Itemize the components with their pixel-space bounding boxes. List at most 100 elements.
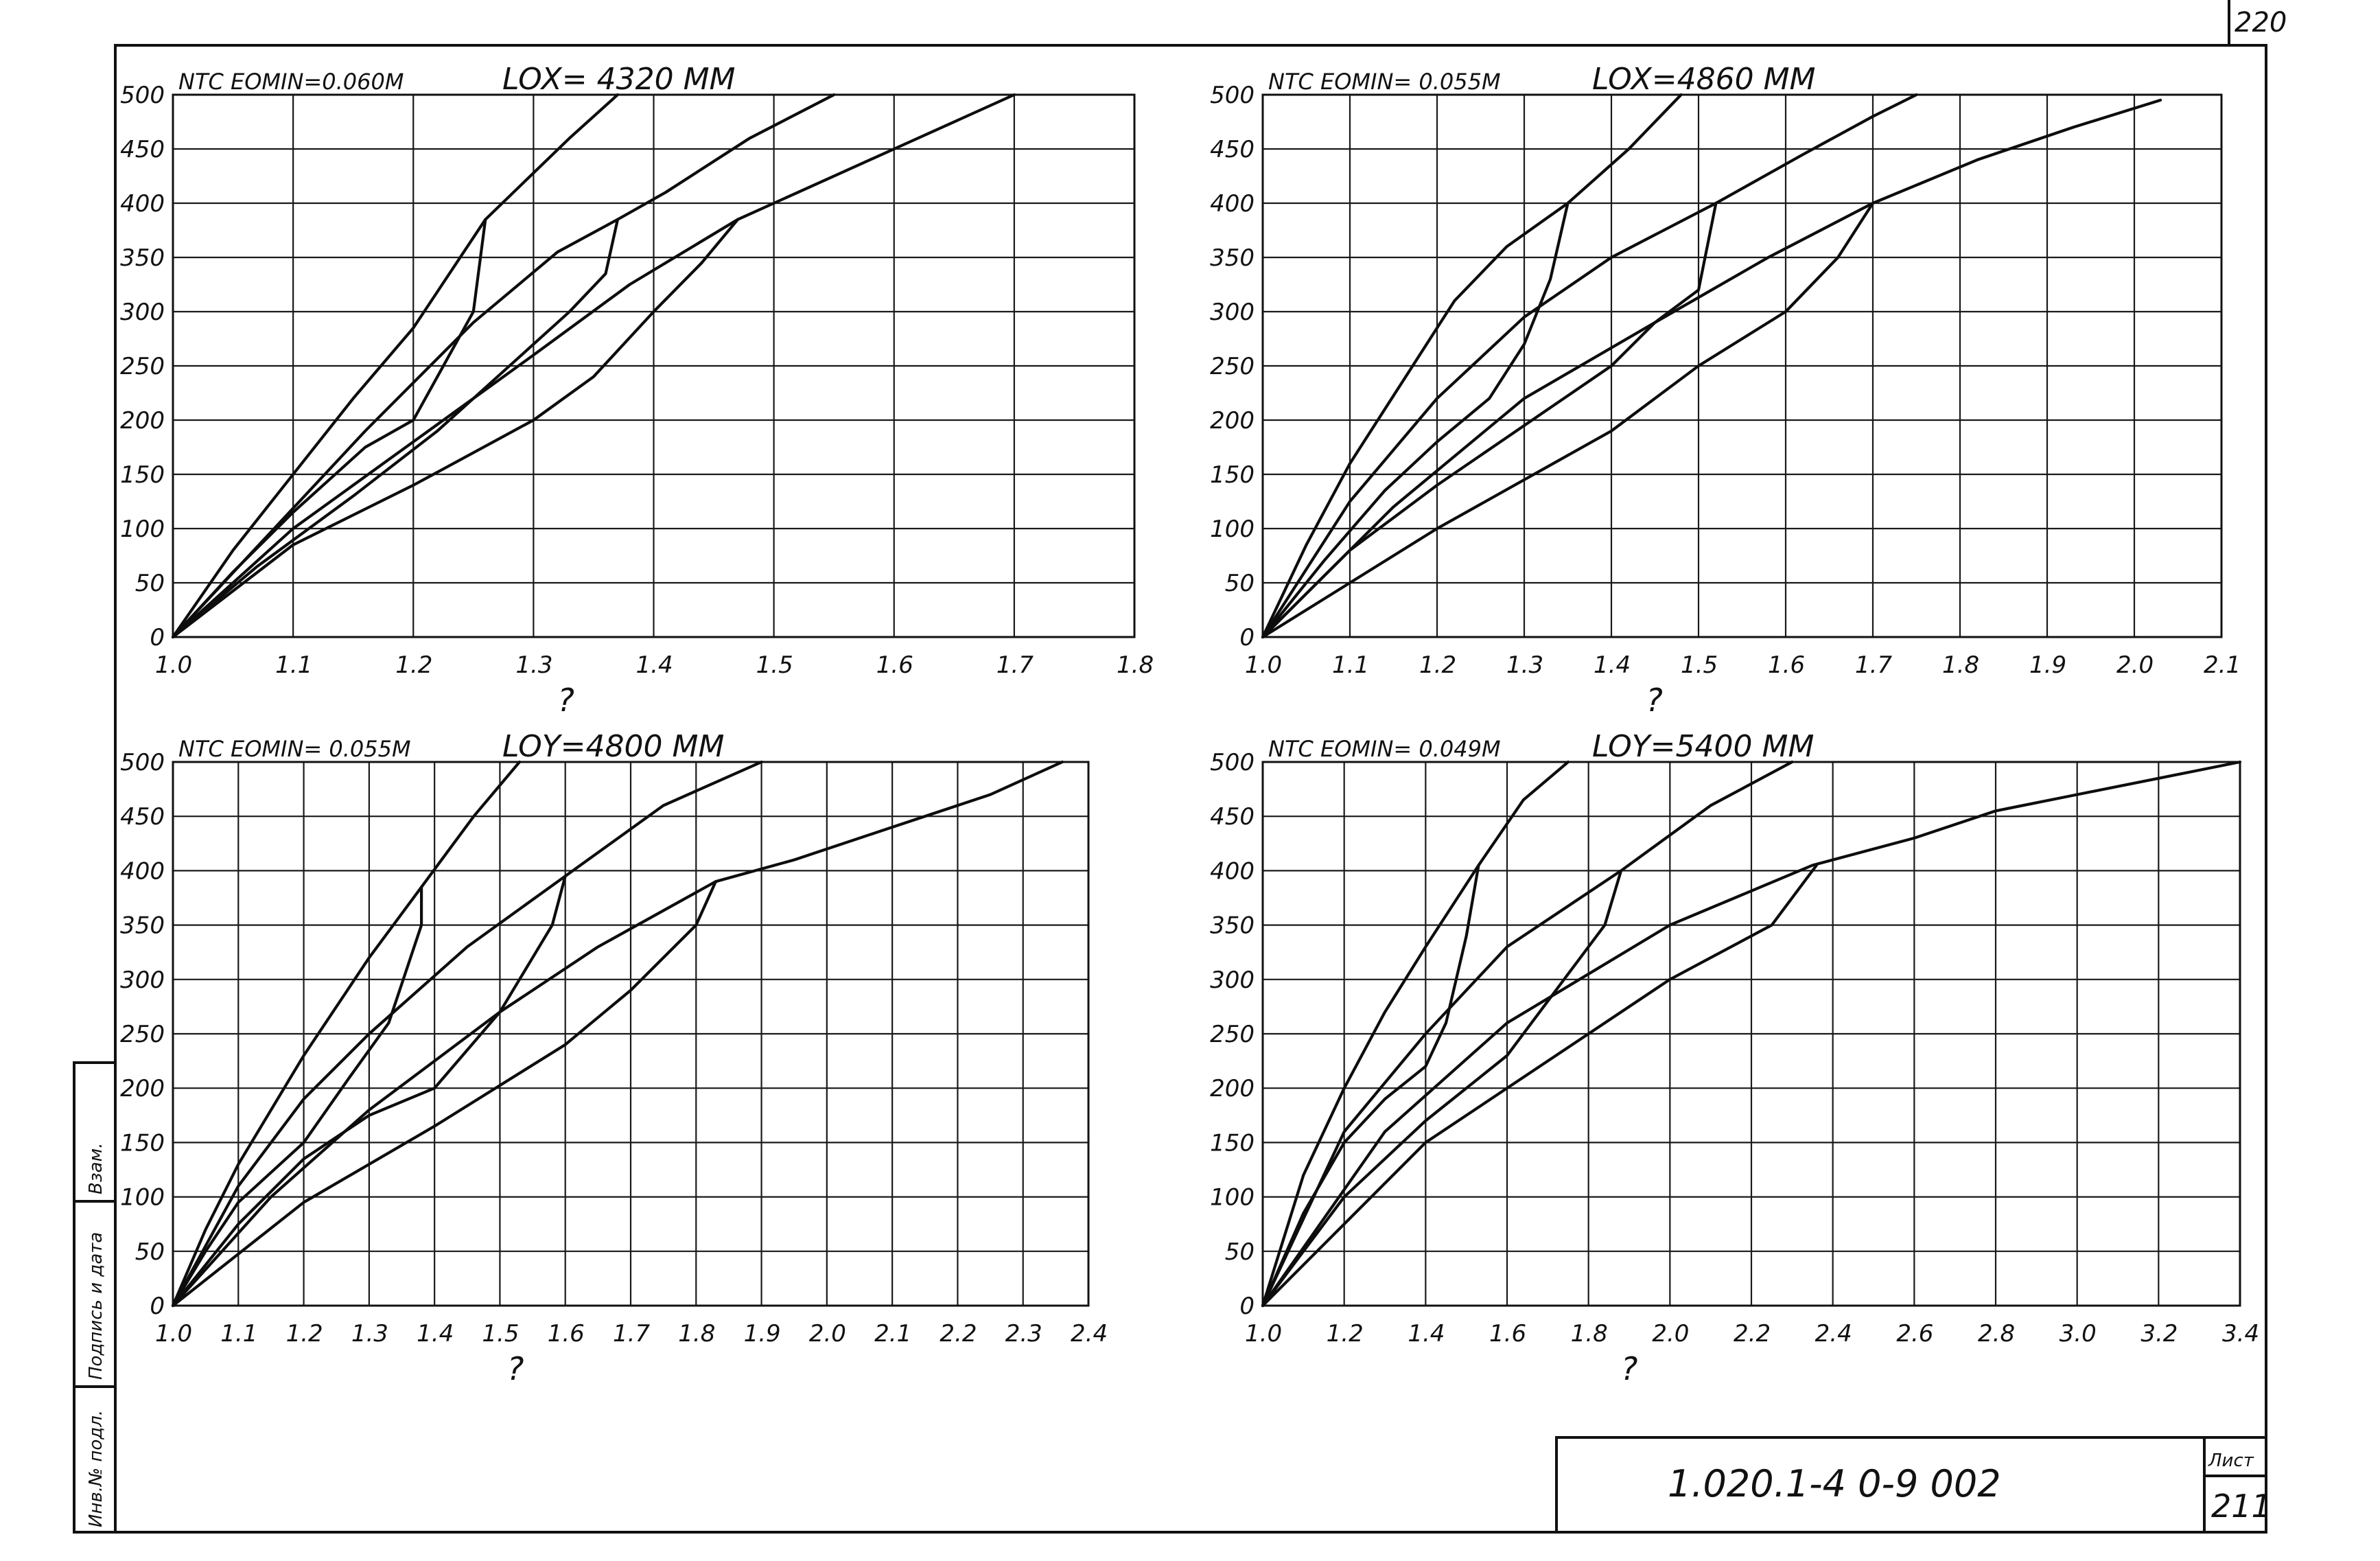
x-tick-label: 1.7 <box>996 651 1034 679</box>
series-line-5 <box>171 93 1016 639</box>
y-tick-label: 500 <box>1210 749 1255 776</box>
x-tick-label: 1.7 <box>1855 651 1892 679</box>
x-tick-label: 2.1 <box>874 1320 911 1348</box>
y-tick-label: 400 <box>1210 190 1255 218</box>
x-tick-label: 1.7 <box>613 1320 650 1348</box>
y-tick-label: 400 <box>120 190 165 218</box>
x-tick-label: 1.8 <box>1117 651 1154 679</box>
series-line-4 <box>171 875 567 1308</box>
chart-header-eomin: NTC EOMIN= 0.055M <box>178 736 411 762</box>
chart-header-eomin: NTC EOMIN=0.060M <box>178 69 404 95</box>
x-tick-label: 1.4 <box>1594 651 1631 679</box>
y-tick-label: 450 <box>120 803 165 831</box>
x-tick-label: 1.6 <box>1489 1320 1526 1348</box>
plot-area-border <box>172 93 1136 638</box>
series-line-1 <box>1261 760 1570 1308</box>
y-tick-label: 350 <box>1210 244 1255 272</box>
y-tick-label: 400 <box>120 857 165 885</box>
y-tick-label: 50 <box>135 1238 165 1266</box>
x-tick-label: 2.3 <box>1005 1320 1042 1348</box>
x-tick-label: 1.1 <box>275 651 312 679</box>
y-tick-label: 100 <box>1210 1184 1255 1212</box>
series-line-6 <box>1261 201 1875 639</box>
series-line-5 <box>1261 98 2162 639</box>
y-tick-label: 0 <box>150 1293 165 1320</box>
chart-1: 1.0 1.1 1.2 1.3 1.4 1.5 1.6 1.7 1.8 0 50 100 150 200 2… <box>120 62 1154 719</box>
title-block: 1.020.1-4 0-9 002 Лист 211 <box>1555 1436 2272 1534</box>
drawing-designation: 1.020.1-4 0-9 002 <box>1668 1462 2001 1505</box>
x-tick-label: 2.0 <box>2116 651 2154 679</box>
series-line-3 <box>171 760 763 1308</box>
series-line-4 <box>1261 869 1623 1308</box>
side-stamp-replace: Взам. <box>86 1143 106 1194</box>
side-stamp-frame <box>73 1061 117 1534</box>
x-tick-label: 2.8 <box>1978 1320 2015 1348</box>
x-tick-label: 1.8 <box>1571 1320 1608 1348</box>
series-line-2 <box>171 886 423 1308</box>
y-tick-label: 300 <box>120 299 165 326</box>
x-tick-label: 1.1 <box>1332 651 1369 679</box>
chart-header-length: LOY=5400 MM <box>1592 729 1814 764</box>
y-tick-label: 500 <box>120 82 165 109</box>
y-tick-label: 350 <box>120 912 165 940</box>
y-tick-label: 300 <box>120 967 165 994</box>
x-tick-label: 1.9 <box>744 1320 781 1348</box>
y-tick-label: 300 <box>1210 967 1255 994</box>
y-tick-label: 250 <box>1210 353 1255 380</box>
series-line-1 <box>171 760 522 1308</box>
x-tick-label: 2.2 <box>1734 1320 1771 1348</box>
y-tick-label: 450 <box>120 136 165 163</box>
series-line-4 <box>171 218 620 639</box>
chart-3: 1.0 1.1 1.2 1.3 1.4 1.5 1.6 1.7 1.8 1.9 2.0 2.1 2.2 2… <box>120 729 1108 1387</box>
x-axis-label: ? <box>1646 682 1663 719</box>
y-tick-label: 250 <box>1210 1021 1255 1048</box>
x-tick-label: 1.2 <box>395 651 432 679</box>
y-tick-label: 0 <box>1239 624 1255 651</box>
y-tick-label: 350 <box>120 244 165 272</box>
y-tick-label: 150 <box>120 461 165 489</box>
side-stamp: Взам. Подпись и дата Инв.№ подл. <box>73 1061 117 1534</box>
y-tick-label: 300 <box>1210 299 1255 326</box>
x-tick-label: 2.1 <box>2204 651 2241 679</box>
x-tick-label: 3.2 <box>2140 1320 2178 1348</box>
y-tick-label: 500 <box>120 749 165 776</box>
series-line-5 <box>171 760 1064 1308</box>
series-line-3 <box>1261 760 1794 1308</box>
x-tick-label: 1.6 <box>876 651 913 679</box>
chart-2: 1.0 1.1 1.2 1.3 1.4 1.5 1.6 1.7 1.8 1.9 2.0 2.1 0 50 1… <box>1210 62 2241 719</box>
y-tick-label: 200 <box>1210 1075 1255 1102</box>
x-tick-label: 1.6 <box>548 1320 585 1348</box>
x-tick-label: 1.0 <box>1245 1320 1282 1348</box>
y-tick-label: 100 <box>120 1184 165 1212</box>
series-line-3 <box>1261 93 1918 639</box>
series-line-6 <box>1261 864 1818 1308</box>
x-tick-label: 1.8 <box>678 1320 715 1348</box>
chart-header-length: LOY=4800 MM <box>502 729 724 764</box>
plot-area-border <box>1261 93 2223 638</box>
y-tick-label: 200 <box>120 407 165 435</box>
y-tick-label: 100 <box>120 516 165 543</box>
x-tick-label: 3.0 <box>2060 1320 2097 1348</box>
x-axis-label: ? <box>507 1350 524 1387</box>
x-tick-label: 1.3 <box>515 651 552 679</box>
x-tick-label: 1.4 <box>417 1320 454 1348</box>
x-axis-label: ? <box>558 682 574 719</box>
x-tick-label: 2.0 <box>1652 1320 1689 1348</box>
x-tick-label: 2.2 <box>940 1320 977 1348</box>
x-tick-label: 1.0 <box>155 1320 192 1348</box>
side-stamp-inventory: Инв.№ подл. <box>86 1410 106 1527</box>
x-tick-label: 2.4 <box>1071 1320 1108 1348</box>
y-tick-label: 350 <box>1210 912 1255 940</box>
x-tick-label: 3.4 <box>2222 1320 2259 1348</box>
plot-area-border <box>1261 761 2241 1307</box>
x-tick-label: 1.4 <box>636 651 673 679</box>
sheet-number: 211 <box>2211 1488 2272 1525</box>
x-tick-label: 1.2 <box>1327 1320 1364 1348</box>
x-tick-label: 1.5 <box>1681 651 1718 679</box>
y-tick-label: 200 <box>120 1075 165 1102</box>
y-tick-label: 150 <box>120 1129 165 1157</box>
chart-header-length: LOX=4860 MM <box>1592 62 1816 97</box>
y-tick-label: 100 <box>1210 516 1255 543</box>
series-line-3 <box>171 93 836 639</box>
